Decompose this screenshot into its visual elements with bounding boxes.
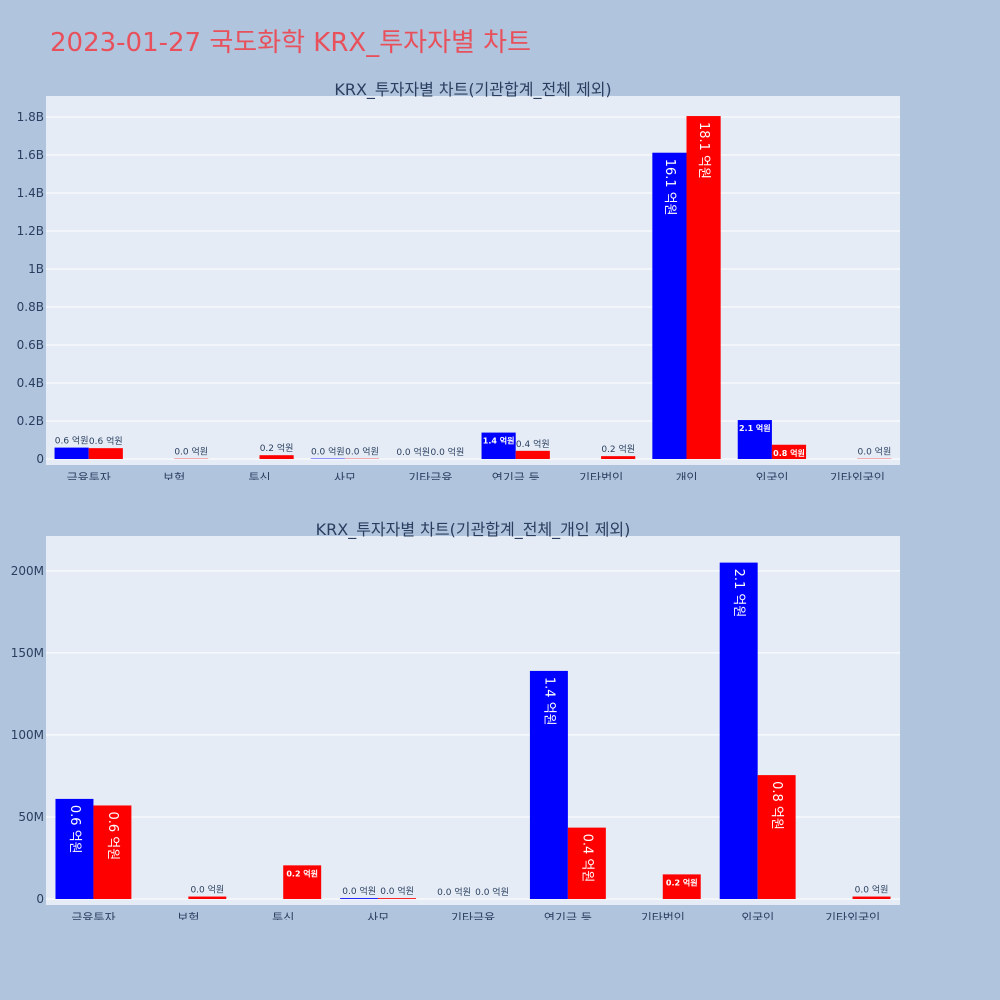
- x-tick-label: 금융투자: [71, 911, 115, 920]
- y-tick-label: 0: [36, 892, 44, 906]
- y-axis-ticks: 0 50M 100M 150M 200M: [11, 564, 44, 906]
- y-tick-label: 0.4B: [17, 376, 44, 390]
- x-axis-ticks: 금융투자 보험 투신 사모 기타금융 연기금 등 기타법인 개인 외국인 기타외국인: [67, 471, 885, 480]
- x-tick-label: 보험: [177, 911, 199, 920]
- page-title: 2023-01-27 국도화학 KRX_투자자별 차트: [50, 28, 532, 58]
- y-tick-label: 100M: [11, 728, 44, 742]
- y-tick-label: 1.2B: [17, 224, 44, 238]
- data-label: 0.0 억원: [396, 446, 430, 458]
- data-label: 1.4 억원: [541, 677, 556, 726]
- data-label: 0.0 억원: [431, 446, 465, 458]
- bar: [719, 562, 758, 899]
- bar: [88, 448, 123, 459]
- data-label: 0.6 억원: [67, 805, 82, 854]
- x-tick-label: 연기금 등: [544, 911, 592, 920]
- bar: [93, 805, 132, 899]
- data-label: 0.0 억원: [190, 884, 224, 896]
- bar: [378, 898, 417, 899]
- data-label: 0.2 억원: [666, 877, 698, 887]
- bar: [529, 670, 568, 899]
- y-tick-label: 0.6B: [17, 338, 44, 352]
- bar: [55, 798, 94, 899]
- y-tick-label: 50M: [18, 810, 44, 824]
- bar: [686, 116, 721, 460]
- y-tick-label: 0.2B: [17, 414, 44, 428]
- bar: [737, 420, 772, 459]
- y-tick-label: 0.8B: [17, 300, 44, 314]
- x-tick-label: 사모: [367, 911, 389, 920]
- chart-title: KRX_투자자별 차트(기관합계_전체 제외): [334, 80, 611, 100]
- y-tick-label: 1B: [28, 262, 44, 276]
- chart-title: KRX_투자자별 차트(기관합계_전체_개인 제외): [316, 520, 631, 540]
- data-label: 0.6 억원: [105, 811, 120, 860]
- x-axis-ticks: 금융투자 보험 투신 사모 기타금융 연기금 등 기타법인 외국인 기타외국인: [71, 911, 880, 920]
- data-label: 2.1 억원: [731, 569, 746, 618]
- bar: [757, 775, 796, 899]
- bar: [515, 450, 550, 459]
- y-tick-label: 200M: [11, 564, 44, 578]
- x-tick-label: 투신: [272, 911, 294, 920]
- x-tick-label: 기타금융: [408, 471, 452, 480]
- x-tick-label: 보험: [163, 471, 185, 480]
- bar: [481, 432, 516, 459]
- data-label: 0.0 억원: [345, 446, 379, 458]
- x-tick-label: 기타법인: [641, 911, 685, 920]
- bars: 0.6 억원 0.6 억원 0.0 억원 0.2 억원 0.0 억원 0.0 억원 0.0 …: [55, 562, 891, 899]
- data-label: 16.1 억원: [662, 159, 677, 216]
- x-tick-label: 개인: [675, 471, 697, 480]
- data-label: 18.1 억원: [696, 122, 711, 179]
- data-label: 0.0 억원: [342, 885, 376, 897]
- x-tick-label: 기타법인: [579, 471, 623, 480]
- y-tick-label: 1.6B: [17, 148, 44, 162]
- x-tick-label: 투신: [248, 471, 270, 480]
- data-label: 0.0 억원: [858, 446, 892, 458]
- data-label: 0.2 억원: [286, 868, 318, 878]
- bar: [283, 865, 322, 899]
- data-label: 0.0 억원: [380, 885, 414, 897]
- chart-investor-bottom: 0.6 억원 0.6 억원 0.0 억원 0.2 억원 0.0 억원 0.0 억원 0.0 …: [11, 520, 900, 920]
- bar: [852, 896, 891, 899]
- x-tick-label: 연기금 등: [492, 471, 540, 480]
- x-tick-label: 금융투자: [67, 471, 111, 480]
- gridlines: [46, 116, 900, 460]
- data-label: 0.8 억원: [769, 781, 784, 830]
- x-tick-label: 외국인: [755, 471, 788, 480]
- chart-investor-top: 0.6 억원 0.6 억원0.0 억원 0.2 억원 0.0 억원 0.0 억원 0.0 …: [17, 80, 900, 480]
- data-label: 0.2 억원: [260, 442, 294, 454]
- bar: [662, 874, 701, 899]
- y-tick-label: 150M: [11, 646, 44, 660]
- y-tick-label: 0: [36, 452, 44, 466]
- data-label: 2.1 억원: [739, 423, 771, 433]
- bar: [601, 456, 636, 459]
- data-label: 0.4 억원: [579, 834, 594, 883]
- x-tick-label: 사모: [334, 471, 356, 480]
- y-tick-label: 1.4B: [17, 186, 44, 200]
- data-label: 0.6 억원: [89, 435, 123, 447]
- x-tick-label: 기타외국인: [825, 911, 880, 920]
- data-label: 0.0 억원: [475, 886, 509, 898]
- data-label: 0.2 억원: [601, 443, 635, 455]
- data-label: 0.0 억원: [855, 884, 889, 896]
- bar: [54, 447, 89, 459]
- plot-area: [46, 96, 900, 465]
- data-label: 0.4 억원: [516, 438, 550, 450]
- bar: [188, 896, 227, 899]
- y-tick-label: 1.8B: [17, 110, 44, 124]
- data-label: 0.0 억원: [437, 886, 471, 898]
- bar: [340, 898, 379, 899]
- data-label: 0.0 억원: [311, 446, 345, 458]
- bar: [652, 152, 687, 459]
- x-tick-label: 외국인: [741, 911, 774, 920]
- data-label: 0.0 억원: [174, 446, 208, 458]
- bar: [259, 455, 294, 459]
- data-label: 0.8 억원: [773, 448, 805, 458]
- x-tick-label: 기타외국인: [830, 471, 885, 480]
- y-axis-ticks: 0 0.2B 0.4B 0.6B 0.8B 1B 1.2B 1.4B 1.6B 1.8B: [17, 110, 44, 466]
- bar: [567, 827, 606, 899]
- x-tick-label: 기타금융: [451, 911, 495, 920]
- data-label: 0.6 억원: [55, 435, 89, 447]
- data-label: 1.4 억원: [483, 436, 515, 446]
- bar: [771, 444, 807, 459]
